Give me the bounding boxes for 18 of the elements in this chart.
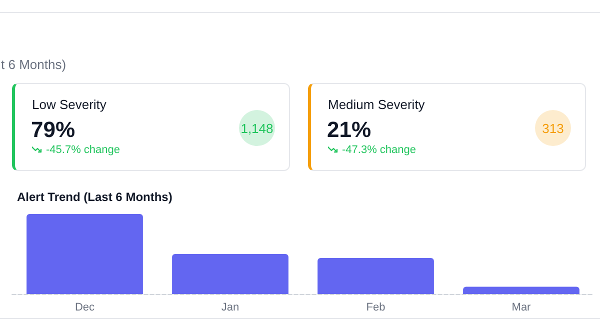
x-tick-label: Dec bbox=[74, 302, 96, 314]
text: 21% bbox=[327, 117, 372, 143]
text: 1,148 bbox=[239, 110, 275, 146]
bar bbox=[26, 214, 143, 294]
text: Low Severity bbox=[32, 97, 106, 112]
bar bbox=[172, 254, 288, 294]
x-tick-label: Jan bbox=[221, 302, 240, 314]
x-tick-label: Feb bbox=[366, 302, 386, 314]
bar bbox=[318, 258, 434, 294]
text: -45.7% change bbox=[46, 144, 120, 156]
text: 79% bbox=[31, 117, 76, 143]
text: -47.3% change bbox=[342, 144, 416, 156]
bar bbox=[463, 286, 580, 294]
x-tick-label: Mar bbox=[512, 302, 532, 314]
text: Medium Severity bbox=[328, 97, 425, 112]
text: t 6 Months) bbox=[1, 57, 66, 72]
text: 313 bbox=[535, 110, 571, 146]
chart-title: Alert Trend (Last 6 Months) bbox=[17, 190, 172, 204]
